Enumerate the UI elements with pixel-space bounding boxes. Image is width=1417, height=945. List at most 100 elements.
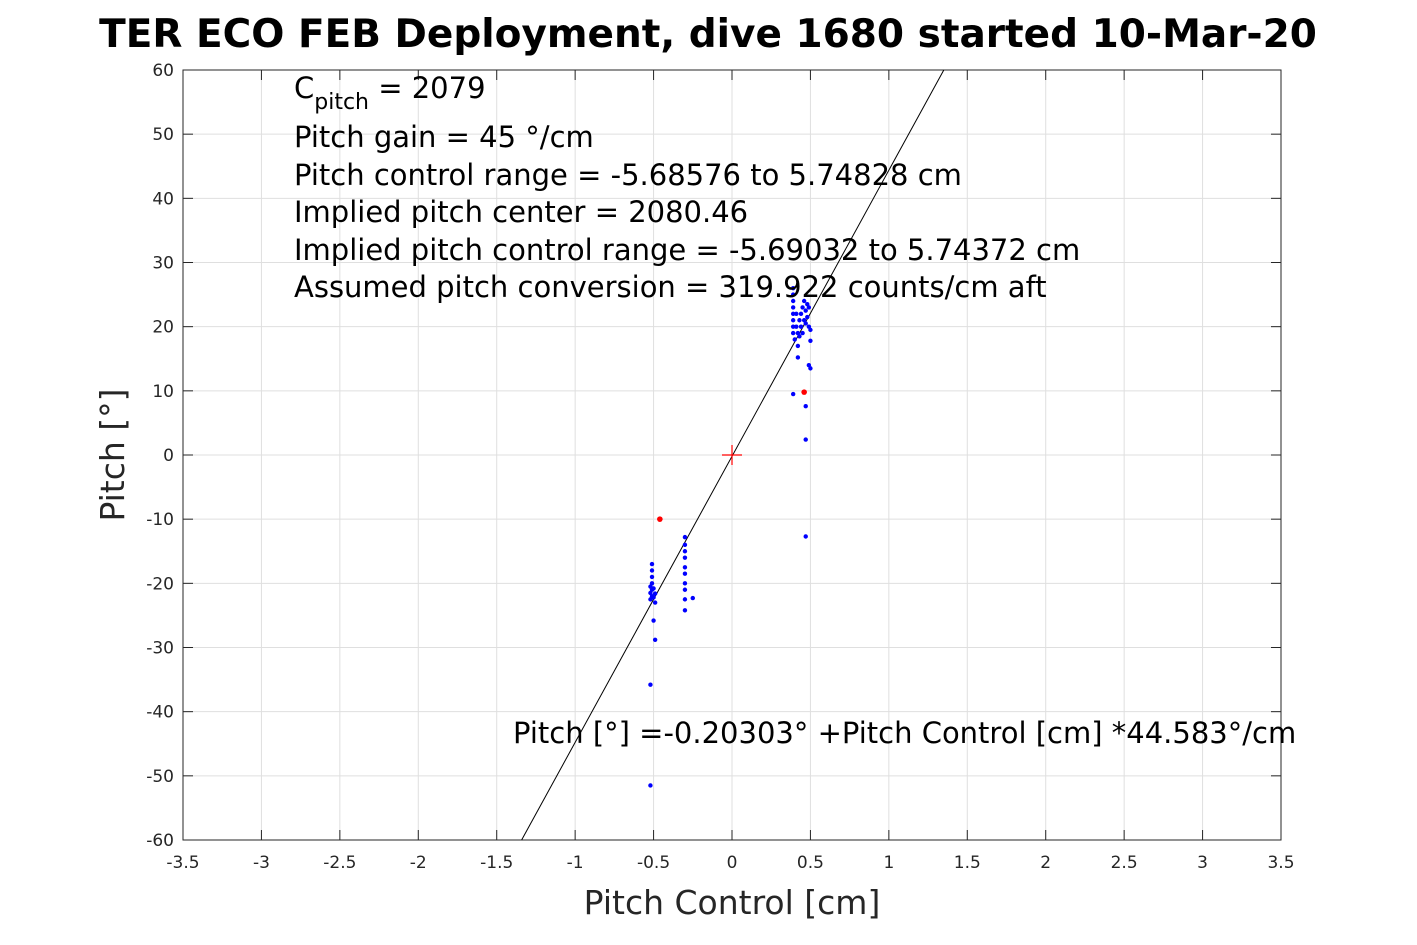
blue-data-point — [790, 285, 796, 291]
x-tick-label: -0.5 — [637, 853, 670, 873]
x-tick-label: 0 — [727, 853, 738, 873]
ticks: -3.5 -3 -2.5 -2 -1.5 -1 -0.5 0 0.5 1 1.5 2 2.5 3 3.5 60… — [146, 61, 1294, 873]
blue-data-point — [800, 305, 805, 310]
y-axis-title: Pitch [°] — [93, 388, 132, 521]
blue-data-point — [794, 311, 799, 317]
cpitch-subscript: pitch — [314, 90, 369, 115]
y-tick-label: 50 — [152, 125, 174, 145]
pitch-gain-annotation: Pitch gain = 45 °/cm — [294, 120, 594, 154]
x-tick-label: -1 — [567, 853, 584, 873]
blue-data-point — [649, 568, 655, 573]
blue-data-point — [649, 574, 655, 580]
blue-data-point — [651, 595, 656, 600]
blue-data-point — [797, 318, 802, 323]
x-tick-label: 1.5 — [954, 853, 981, 873]
blue-data-point — [805, 314, 810, 320]
blue-data-point — [808, 338, 813, 343]
chart-title: TER ECO FEB Deployment, dive 1680 starte… — [99, 12, 1317, 57]
y-tick-label: 20 — [152, 318, 174, 338]
blue-data-point — [648, 682, 653, 687]
y-tick-label: -60 — [146, 831, 174, 851]
grid — [182, 69, 1282, 841]
y-tick-label: 40 — [152, 189, 174, 209]
fit-equation-annotation: Pitch [°] =-0.20303° +Pitch Control [cm]… — [513, 716, 1296, 750]
y-tick-label: -40 — [146, 703, 174, 723]
blue-data-point — [682, 555, 688, 560]
blue-data-point — [790, 330, 796, 336]
implied-center-annotation: Implied pitch center = 2080.46 — [294, 195, 748, 229]
x-tick-label: -2 — [410, 853, 427, 873]
x-tick-label: 3.5 — [1267, 853, 1294, 873]
y-tick-label: 0 — [163, 446, 174, 466]
blue-data-point — [682, 549, 688, 554]
blue-data-point — [790, 318, 796, 323]
blue-data-point — [652, 637, 658, 642]
data-points — [648, 285, 813, 788]
center-marker-layer — [722, 445, 742, 465]
blue-data-point — [652, 600, 658, 605]
blue-data-point — [790, 292, 796, 297]
x-tick-label: 2.5 — [1111, 853, 1138, 873]
y-tick-label: 30 — [152, 254, 174, 274]
x-tick-label: 1 — [883, 853, 894, 873]
blue-data-point — [648, 783, 653, 788]
blue-data-point — [803, 321, 808, 326]
cpitch-value: = 2079 — [369, 71, 486, 105]
blue-data-point — [682, 587, 688, 592]
x-tick-label: 2 — [1040, 853, 1051, 873]
blue-data-point — [652, 591, 658, 596]
y-tick-label: 10 — [152, 382, 174, 402]
blue-data-point — [797, 334, 802, 339]
blue-data-point — [682, 565, 688, 570]
blue-data-point — [682, 608, 688, 613]
conversion-annotation: Assumed pitch conversion = 319.922 count… — [294, 270, 1047, 304]
blue-data-point — [682, 571, 688, 576]
x-tick-label: -3 — [253, 853, 270, 873]
blue-data-point — [801, 298, 807, 304]
blue-data-point — [795, 343, 801, 349]
x-tick-label: -2.5 — [323, 853, 356, 873]
cpitch-annotation: Cpitch = 2079 — [294, 71, 486, 115]
x-axis-title: Pitch Control [cm] — [584, 883, 881, 922]
blue-data-point — [794, 324, 799, 329]
blue-data-point — [682, 534, 688, 540]
red-data-point — [801, 389, 807, 395]
blue-data-point — [682, 542, 688, 548]
blue-data-point — [651, 586, 656, 591]
y-tick-label: -20 — [146, 574, 174, 594]
blue-data-point — [682, 597, 688, 602]
blue-data-point — [649, 561, 655, 567]
y-tick-label: -30 — [146, 639, 174, 659]
y-tick-label: 60 — [152, 61, 174, 81]
red-data-point — [657, 516, 663, 522]
blue-data-point — [803, 308, 808, 313]
blue-data-point — [690, 595, 695, 601]
blue-data-point — [798, 324, 804, 329]
blue-data-point — [803, 437, 808, 442]
x-tick-label: 3 — [1197, 853, 1208, 873]
x-tick-label: 0.5 — [797, 853, 824, 873]
blue-data-point — [800, 330, 805, 336]
blue-data-point — [790, 305, 796, 310]
blue-data-point — [806, 305, 812, 310]
blue-data-point — [790, 324, 796, 329]
blue-data-point — [808, 366, 813, 371]
blue-data-point — [795, 355, 801, 360]
control-range-annotation: Pitch control range = -5.68576 to 5.7482… — [294, 158, 962, 192]
blue-data-point — [790, 298, 796, 304]
blue-data-point — [803, 534, 808, 539]
blue-data-point — [682, 581, 688, 586]
blue-data-point — [803, 404, 808, 409]
y-tick-label: -50 — [146, 767, 174, 787]
implied-range-annotation: Implied pitch control range = -5.69032 t… — [294, 233, 1080, 267]
blue-data-point — [648, 590, 653, 596]
x-tick-label: -1.5 — [480, 853, 513, 873]
cpitch-main: C — [294, 71, 314, 105]
y-tick-label: -10 — [146, 510, 174, 530]
blue-data-point — [790, 311, 796, 317]
blue-data-point — [798, 311, 804, 317]
blue-data-point — [790, 391, 796, 397]
blue-data-point — [808, 327, 813, 333]
blue-data-point — [651, 618, 656, 623]
